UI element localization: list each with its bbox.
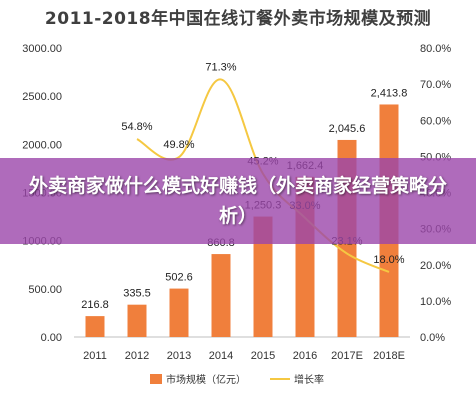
right-axis-tick-label: 0.0%	[420, 332, 445, 344]
chart-axes: 0.00500.001000.001500.002000.002500.0030…	[22, 43, 451, 362]
overlay-banner-text: 外卖商家做什么模式好赚钱（外卖商家经营策略分析）	[28, 175, 447, 227]
right-axis-tick-label: 70.0%	[420, 79, 451, 91]
bar	[211, 254, 231, 337]
x-axis-tick-label: 2012	[125, 350, 149, 362]
right-axis-tick-label: 20.0%	[420, 260, 451, 272]
left-axis-tick-label: 3000.00	[22, 43, 62, 55]
left-axis-tick-label: 500.00	[28, 284, 62, 296]
right-axis-tick-label: 10.0%	[420, 296, 451, 308]
legend-bar-label: 市场规模（亿元）	[166, 373, 246, 386]
x-axis-tick-label: 2015	[251, 350, 275, 362]
bar-value-label: 2,413.8	[371, 87, 408, 99]
left-axis-tick-label: 0.00	[41, 332, 62, 344]
overlay-banner: 外卖商家做什么模式好赚钱（外卖商家经营策略分析）	[0, 158, 476, 244]
bar	[253, 216, 273, 337]
bar-value-label: 2,045.6	[329, 123, 366, 135]
line-value-label: 18.0%	[373, 254, 404, 266]
right-axis-tick-label: 80.0%	[420, 43, 451, 55]
growth-rate-line	[136, 78, 390, 273]
left-axis-tick-label: 2000.00	[22, 139, 62, 151]
line-value-label: 49.8%	[163, 139, 194, 151]
line-value-label: 54.8%	[121, 121, 152, 133]
x-axis-tick-label: 2014	[209, 350, 233, 362]
chart-title: 2011-2018年中国在线订餐外卖市场规模及预测	[44, 9, 432, 29]
chart-legend: 市场规模（亿元） 增长率	[150, 373, 324, 386]
left-axis-tick-label: 2500.00	[22, 91, 62, 103]
line-value-label: 71.3%	[205, 61, 236, 73]
x-axis-tick-label: 2018E	[373, 350, 405, 362]
bar	[127, 304, 147, 337]
x-axis-tick-label: 2011	[83, 350, 107, 362]
legend-line-label: 增长率	[294, 373, 324, 386]
right-axis-tick-label: 60.0%	[420, 115, 451, 127]
x-axis-tick-label: 2016	[293, 350, 317, 362]
bar-value-label: 502.6	[165, 272, 193, 284]
legend-bar-swatch	[150, 374, 162, 384]
bar	[85, 316, 105, 337]
bar	[169, 288, 189, 337]
bar-value-label: 335.5	[123, 288, 151, 300]
x-axis-tick-label: 2013	[167, 350, 191, 362]
bar-value-label: 216.8	[81, 299, 109, 311]
x-axis-tick-label: 2017E	[331, 350, 363, 362]
